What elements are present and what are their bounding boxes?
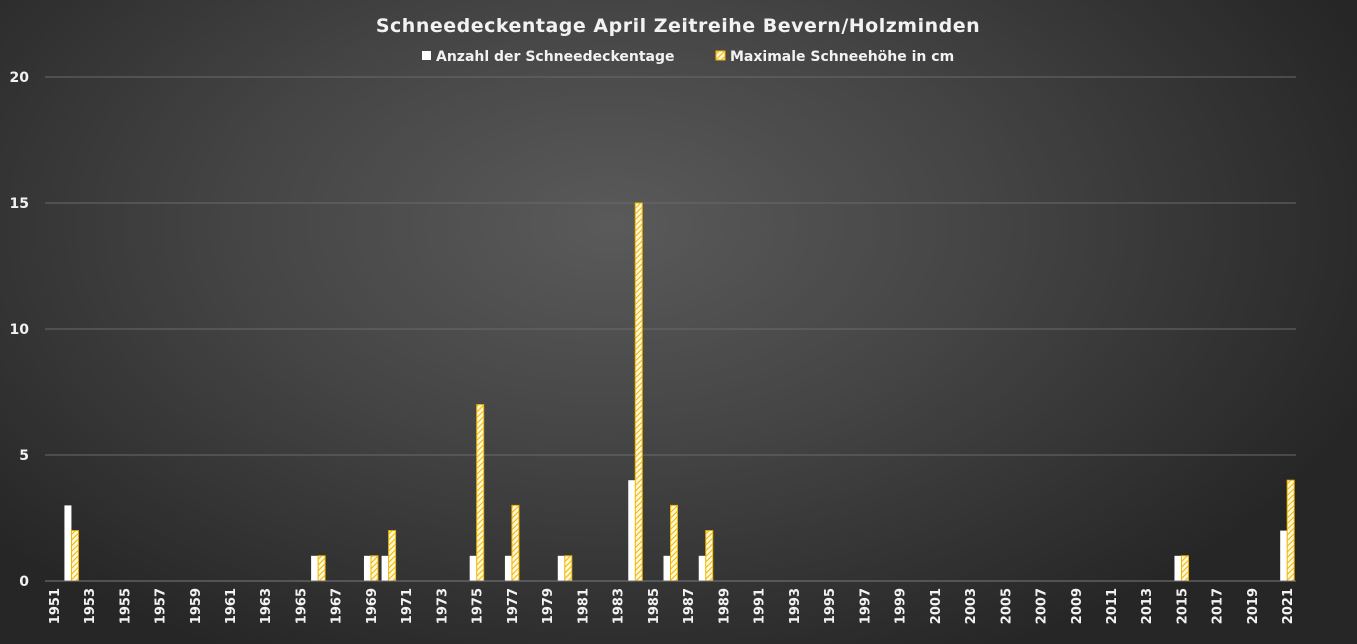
- x-tick-label: 1951: [48, 588, 63, 624]
- bar-schneedeckentage: [311, 555, 319, 581]
- y-tick-label: 10: [10, 322, 30, 338]
- x-tick-label: 1965: [294, 588, 309, 624]
- bar-schneedeckentage: [698, 555, 706, 581]
- x-tick-label: 1971: [400, 588, 415, 624]
- x-tick-label: 1977: [506, 588, 521, 624]
- bar-schneehoehe: [670, 504, 678, 582]
- x-tick-label: 1967: [330, 588, 345, 624]
- bar-schneehoehe: [634, 202, 643, 582]
- x-tick-label: 1953: [83, 588, 98, 624]
- legend-label: Maximale Schneehöhe in cm: [730, 49, 954, 65]
- x-tick-label: 1981: [576, 588, 591, 624]
- gridlines: [45, 76, 1296, 456]
- y-tick-label: 0: [19, 574, 29, 590]
- bar-schneehoehe: [705, 530, 714, 582]
- x-tick-label: 2005: [999, 588, 1014, 624]
- x-tick-label: 1957: [154, 588, 169, 624]
- bar-schneehoehe: [370, 555, 379, 582]
- bar-schneedeckentage: [469, 555, 477, 581]
- x-tick-label: 2003: [964, 588, 979, 624]
- bar-schneehoehe: [70, 530, 79, 582]
- x-tick-label: 1969: [365, 588, 380, 624]
- x-tick-label: 2021: [1281, 588, 1296, 624]
- legend-swatch-schneedeckentage: [422, 51, 431, 60]
- x-tick-label: 1997: [858, 588, 873, 624]
- x-tick-label: 1979: [541, 588, 556, 624]
- x-tick-label: 1963: [259, 588, 274, 624]
- bar-schneehoehe: [388, 530, 397, 582]
- bar-schneedeckentage: [64, 505, 72, 581]
- legend: Anzahl der Schneedeckentage Maximale Schn…: [422, 49, 954, 65]
- bar-schneehoehe: [317, 555, 326, 582]
- x-tick-label: 2017: [1211, 588, 1226, 624]
- bar-schneedeckentage: [504, 555, 512, 581]
- x-tick-label: 1993: [788, 588, 803, 624]
- x-tick-label: 2013: [1140, 588, 1155, 624]
- bar-schneehoehe: [1286, 479, 1295, 582]
- x-tick-label: 1991: [753, 588, 768, 624]
- x-tick-label: 2009: [1070, 588, 1085, 624]
- bars: [64, 202, 1295, 582]
- x-tick-label: 1955: [118, 588, 133, 624]
- x-tick-label: 1973: [435, 588, 450, 624]
- y-axis-ticks: 0 5 10 15 20: [10, 70, 30, 590]
- x-tick-label: 2015: [1175, 588, 1190, 624]
- x-tick-label: 1975: [471, 588, 486, 624]
- x-tick-label: 2011: [1105, 588, 1120, 624]
- x-tick-label: 1995: [823, 588, 838, 624]
- bar-schneedeckentage: [628, 480, 636, 581]
- x-tick-label: 2007: [1035, 588, 1050, 624]
- bar-schneedeckentage: [663, 555, 671, 581]
- bar-schneedeckentage: [1174, 555, 1182, 581]
- x-tick-label: 1989: [717, 588, 732, 624]
- x-tick-label: 1987: [682, 588, 697, 624]
- bar-schneehoehe: [511, 504, 520, 582]
- x-tick-label: 1999: [894, 588, 909, 624]
- x-tick-label: 1961: [224, 588, 239, 624]
- x-tick-label: 1959: [189, 588, 204, 624]
- legend-label: Anzahl der Schneedeckentage: [436, 49, 675, 65]
- x-axis-ticks: 1951 1953 1955 1957 1959 1961 1963 1965 1967 1969…: [48, 588, 1296, 624]
- bar-schneehoehe: [1180, 555, 1189, 582]
- chart-title: Schneedeckentage April Zeitreihe Bevern/…: [376, 15, 980, 37]
- y-tick-label: 15: [10, 196, 29, 212]
- bar-schneedeckentage: [1280, 530, 1288, 581]
- x-tick-label: 2019: [1246, 588, 1261, 624]
- bar-schneehoehe: [564, 555, 573, 582]
- bar-schneedeckentage: [381, 555, 389, 581]
- x-tick-label: 1983: [612, 588, 627, 624]
- legend-swatch-schneehoehe: [715, 50, 726, 61]
- bar-schneedeckentage: [557, 555, 565, 581]
- x-tick-label: 1985: [647, 588, 662, 624]
- y-tick-label: 5: [19, 448, 29, 464]
- x-tick-label: 2001: [929, 588, 944, 624]
- bar-schneehoehe: [476, 404, 485, 582]
- y-tick-label: 20: [10, 70, 30, 86]
- bar-schneedeckentage: [363, 555, 371, 581]
